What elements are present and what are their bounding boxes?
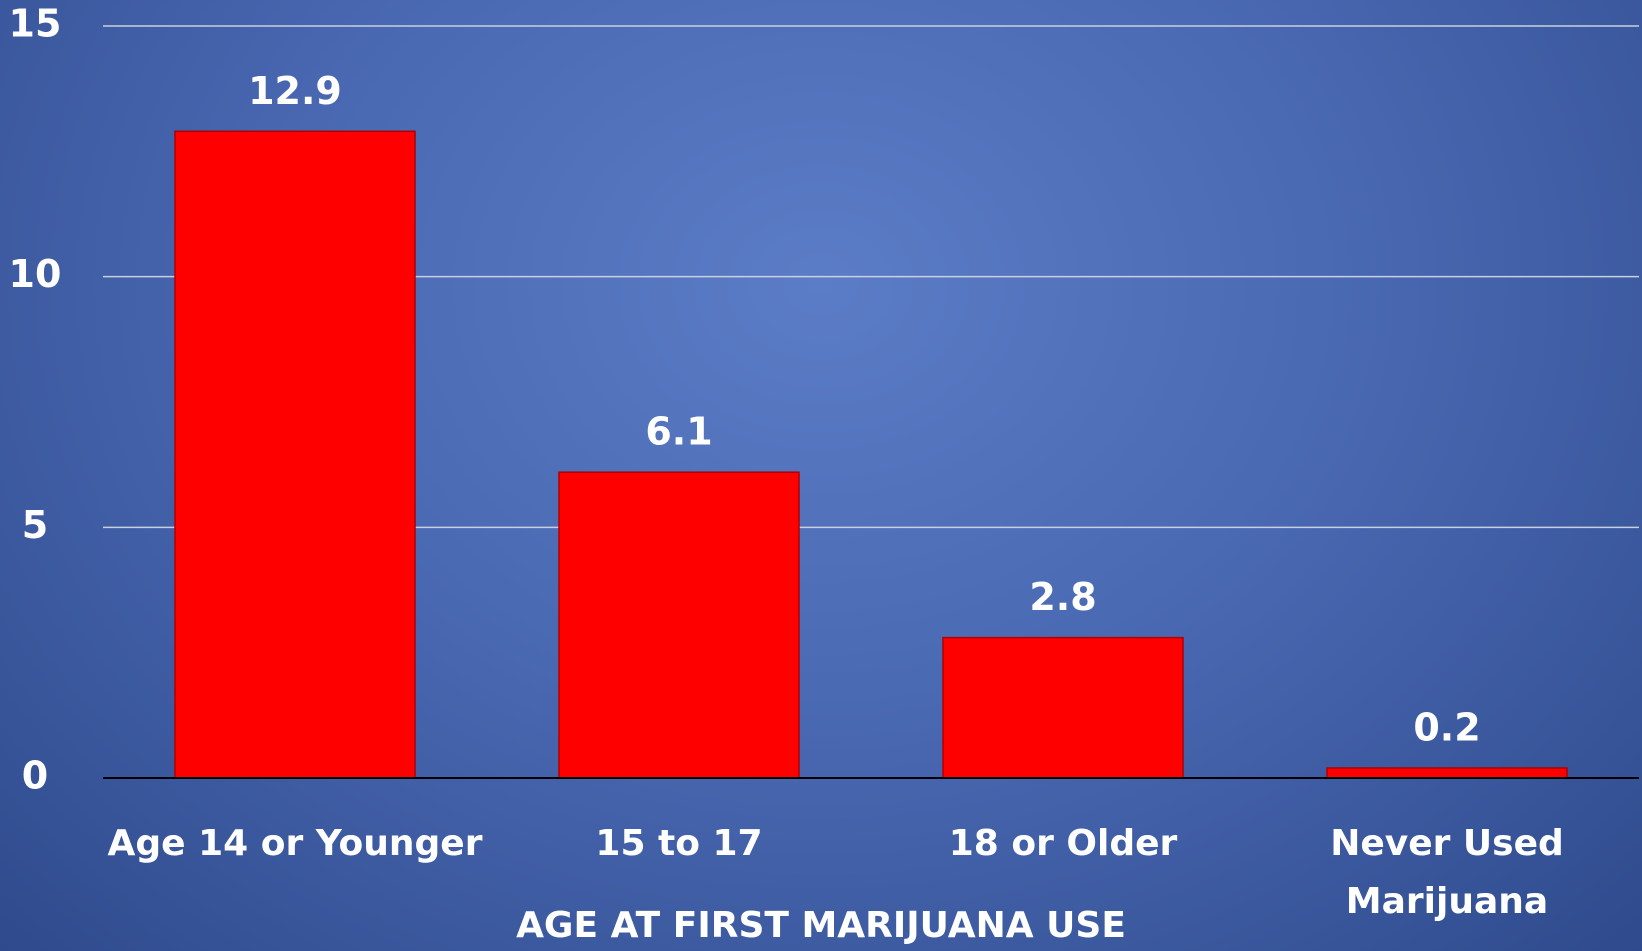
bar [942, 636, 1184, 779]
y-tick-label: 0 [22, 754, 48, 798]
bar [1326, 767, 1568, 779]
bar [558, 471, 800, 779]
x-tick-label: 15 to 17 [595, 823, 763, 864]
x-axis-title: AGE AT FIRST MARIJUANA USE [516, 905, 1126, 946]
y-tick-label: 10 [9, 252, 62, 296]
value-label: 0.2 [1413, 705, 1480, 749]
bar [174, 130, 416, 779]
x-tick-label: 18 or Older [948, 823, 1178, 864]
y-tick-label: 5 [22, 503, 48, 547]
value-label: 2.8 [1029, 575, 1096, 619]
x-tick-label: Never Used Marijuana [1330, 823, 1564, 922]
y-tick-label: 15 [9, 2, 62, 46]
value-label: 12.9 [248, 69, 342, 113]
value-label: 6.1 [645, 410, 712, 454]
x-tick-label: Age 14 or Younger [107, 823, 483, 864]
